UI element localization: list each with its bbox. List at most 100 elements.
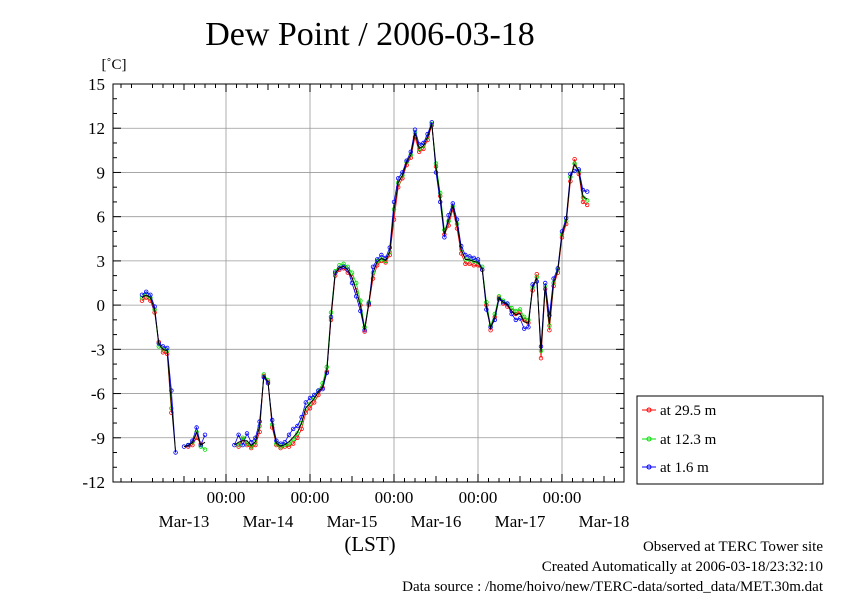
legend-marker-12-3m (646, 436, 652, 442)
x-time-label: 00:00 (459, 488, 498, 507)
y-tick-label: -9 (91, 429, 105, 448)
data-point (240, 442, 245, 448)
data-point (471, 263, 476, 268)
y-tick-label: 6 (97, 208, 106, 227)
y-axis-label: [˚C] (102, 57, 127, 73)
legend-box (636, 395, 824, 485)
x-time-label: 00:00 (543, 488, 582, 507)
y-tick-label: 3 (97, 252, 106, 271)
data-point (442, 235, 447, 240)
series-2 (139, 121, 590, 452)
data-point (143, 295, 149, 300)
data-point (572, 156, 577, 162)
y-tick-label: 15 (88, 75, 105, 94)
data-point (164, 345, 170, 351)
data-point (509, 311, 514, 317)
data-point (580, 199, 586, 205)
data-point (547, 313, 552, 318)
data-point (522, 314, 527, 320)
data-point (354, 280, 359, 286)
data-point (396, 176, 401, 181)
data-point (501, 300, 506, 305)
data-point (337, 263, 342, 268)
data-point (202, 432, 208, 437)
x-date-label: Mar-18 (579, 512, 630, 531)
x-time-label: 00:00 (375, 488, 414, 507)
data-point (467, 261, 472, 266)
y-tick-label: -12 (82, 473, 105, 492)
grid-lines (113, 84, 624, 482)
data-point (509, 308, 514, 314)
data-point (282, 440, 287, 445)
data-point (236, 432, 241, 437)
x-time-label: 00:00 (291, 488, 330, 507)
data-point (299, 426, 304, 432)
data-point (580, 187, 586, 193)
data-point (194, 425, 199, 430)
legend: at 29.5 m at 12.3 m at 1.6 m (636, 395, 824, 485)
data-point (585, 189, 590, 194)
data-point (417, 142, 422, 147)
data-point (148, 292, 153, 297)
data-point (345, 267, 350, 272)
footer-source: Data source : /home/hoivo/new/TERC-data/… (402, 579, 824, 595)
data-point (295, 435, 300, 440)
y-tick-label: 12 (88, 119, 105, 138)
data-point (454, 217, 460, 222)
data-point (547, 328, 552, 333)
data-point (467, 254, 472, 259)
data-point (244, 431, 250, 436)
data-point (236, 442, 241, 448)
legend-label-1-6m: at 1.6 m (660, 460, 709, 476)
series-line-3 (141, 122, 588, 453)
legend-item-12-3m: at 12.3 m (642, 432, 717, 448)
data-point (198, 442, 203, 448)
data-point (286, 444, 292, 449)
data-point (291, 441, 296, 446)
data-point (522, 326, 527, 331)
data-point (383, 258, 388, 264)
data-point (463, 261, 468, 266)
data-point (421, 143, 426, 149)
footer-observed: Observed at TERC Tower site (643, 539, 823, 555)
data-point (307, 401, 313, 407)
data-point (307, 406, 313, 411)
data-point (307, 395, 313, 401)
data-point (232, 442, 237, 448)
data-point (143, 289, 149, 294)
legend-item-1-6m: at 1.6 m (642, 460, 709, 476)
data-point (412, 127, 418, 132)
data-point (358, 308, 363, 314)
data-point (375, 257, 380, 262)
legend-item-29-5m: at 29.5 m (642, 403, 717, 419)
data-point (547, 323, 552, 328)
legend-label-29-5m: at 29.5 m (660, 403, 717, 419)
y-tick-label: 0 (97, 296, 106, 315)
data-point (421, 146, 426, 152)
data-point (202, 447, 208, 452)
series-3 (139, 120, 590, 455)
x-date-label: Mar-15 (327, 512, 378, 531)
x-time-label: 00:00 (207, 488, 246, 507)
data-point (253, 442, 258, 448)
data-point (526, 325, 531, 330)
data-point (517, 316, 523, 321)
data-point (160, 350, 166, 355)
data-point (248, 440, 254, 445)
data-point (391, 199, 397, 205)
data-point (253, 435, 258, 440)
data-point (139, 298, 145, 303)
plot-frame (112, 83, 625, 483)
trace-line (141, 123, 588, 453)
data-point (513, 308, 518, 314)
y-tick-label: -6 (91, 385, 105, 404)
series-line-1 (141, 125, 588, 449)
legend-marker-1-6m (646, 464, 652, 470)
data-point (370, 276, 376, 281)
chart-title: Dew Point / 2006-03-18 (205, 16, 535, 53)
data-point (312, 395, 317, 401)
legend-marker-29-5m (646, 407, 652, 413)
data-point (312, 400, 317, 405)
x-date-label: Mar-14 (243, 512, 294, 531)
data-point (143, 292, 149, 297)
